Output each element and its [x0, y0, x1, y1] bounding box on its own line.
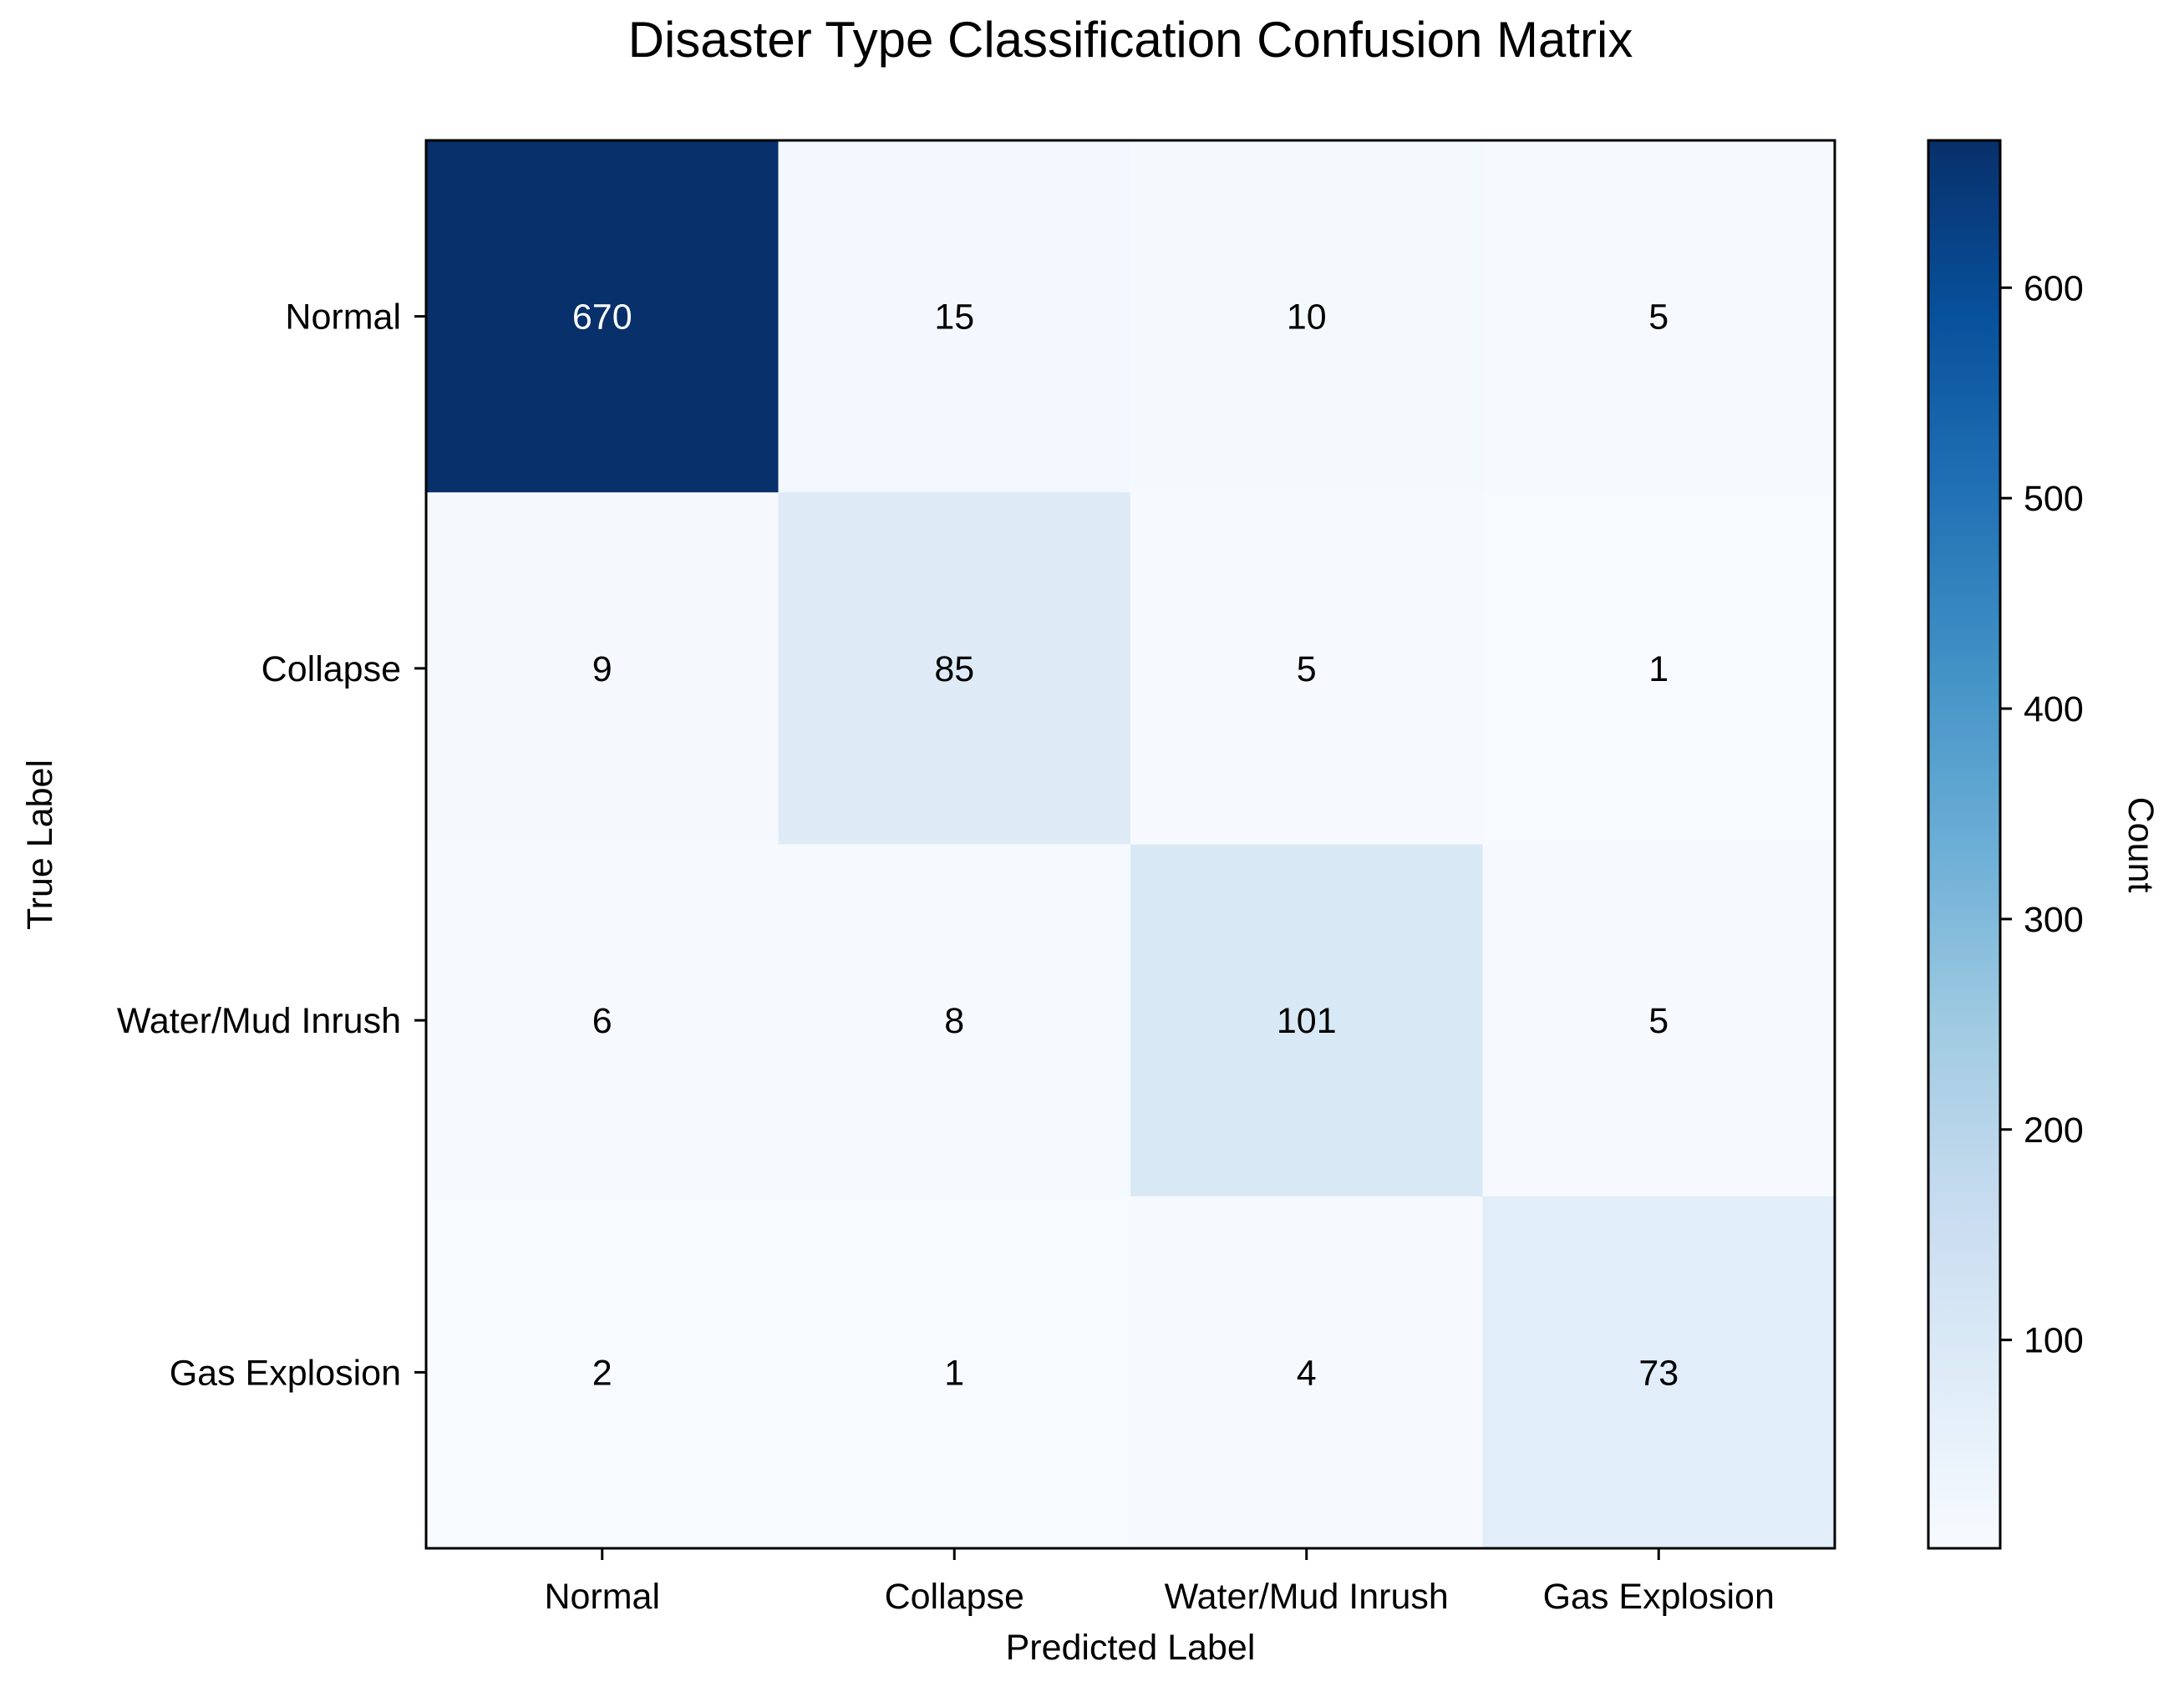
- x-tick-label: Water/Mud Inrush: [1165, 1577, 1449, 1617]
- cell-value-label: 5: [1648, 1001, 1668, 1041]
- heatmap-cell: [1482, 140, 1836, 493]
- heatmap-cell: [1130, 844, 1484, 1197]
- y-tick-label: Normal: [285, 297, 401, 338]
- cell-value-label: 10: [1287, 297, 1327, 338]
- colorbar-tick-label: 400: [2024, 689, 2084, 729]
- heatmap-cell: [426, 140, 780, 493]
- colorbar-tick-label: 100: [2024, 1321, 2084, 1361]
- x-tick-label: Collapse: [885, 1577, 1024, 1617]
- heatmap-cell: [426, 492, 780, 846]
- plot-frame: [424, 139, 1836, 1550]
- cell-value-label: 5: [1648, 297, 1668, 338]
- heatmap-cell: [426, 844, 780, 1197]
- colorbar-tick-label: 600: [2024, 268, 2084, 308]
- cell-value-labels: 670 15 10 5 9 85 5 1 6 8 101 5 2 1 4 73: [572, 297, 1679, 1394]
- cell-value-label: 2: [592, 1353, 612, 1393]
- x-tick-label: Gas Explosion: [1543, 1577, 1775, 1617]
- y-tick-label: Collapse: [262, 649, 401, 689]
- colorbar-ticks: 100 200 300 400 500 600: [2000, 268, 2084, 1361]
- heatmap-cell: [1130, 140, 1484, 493]
- x-tick-label: Normal: [544, 1577, 660, 1617]
- cell-value-label: 9: [592, 649, 612, 689]
- cell-value-label: 15: [934, 297, 974, 338]
- cell-value-label: 670: [572, 297, 632, 338]
- heatmap-cell: [778, 140, 1131, 493]
- heatmap-cells: [426, 140, 1836, 1549]
- cell-value-label: 8: [944, 1001, 964, 1041]
- heatmap-cell: [1482, 844, 1836, 1197]
- heatmap-cell: [1130, 1196, 1484, 1549]
- cell-value-label: 85: [934, 649, 974, 689]
- colorbar-gradient: [1927, 139, 2002, 1550]
- heatmap-cell: [778, 492, 1131, 846]
- heatmap-cell: [1482, 492, 1836, 846]
- colorbar-label: Count: [2121, 797, 2161, 893]
- colorbar-tick-label: 200: [2024, 1110, 2084, 1151]
- colorbar-tick-label: 500: [2024, 479, 2084, 519]
- cell-value-label: 101: [1277, 1001, 1337, 1041]
- cell-value-label: 5: [1297, 649, 1317, 689]
- x-axis: Normal Collapse Water/Mud Inrush Gas Explos…: [544, 1548, 1775, 1617]
- y-axis: Normal Collapse Water/Mud Inrush Gas Explos…: [117, 297, 426, 1393]
- heatmap-cell: [778, 1196, 1131, 1549]
- cell-value-label: 1: [1648, 649, 1668, 689]
- colorbar: 100 200 300 400 500 600 Count: [1927, 139, 2161, 1550]
- cell-value-label: 6: [592, 1001, 612, 1041]
- chart-title: Disaster Type Classification Confusion M…: [628, 12, 1633, 68]
- heatmap-cell: [1130, 492, 1484, 846]
- colorbar-tick-label: 300: [2024, 900, 2084, 940]
- heatmap-cell: [1482, 1196, 1836, 1549]
- cell-value-label: 1: [944, 1353, 964, 1393]
- heatmap-cell: [778, 844, 1131, 1197]
- cell-value-label: 4: [1297, 1353, 1317, 1393]
- cell-value-label: 73: [1638, 1353, 1679, 1393]
- heatmap-cell: [426, 1196, 780, 1549]
- y-axis-title: True Label: [20, 760, 60, 930]
- x-axis-title: Predicted Label: [1006, 1628, 1256, 1668]
- y-tick-label: Water/Mud Inrush: [117, 1001, 401, 1041]
- y-tick-label: Gas Explosion: [170, 1353, 401, 1393]
